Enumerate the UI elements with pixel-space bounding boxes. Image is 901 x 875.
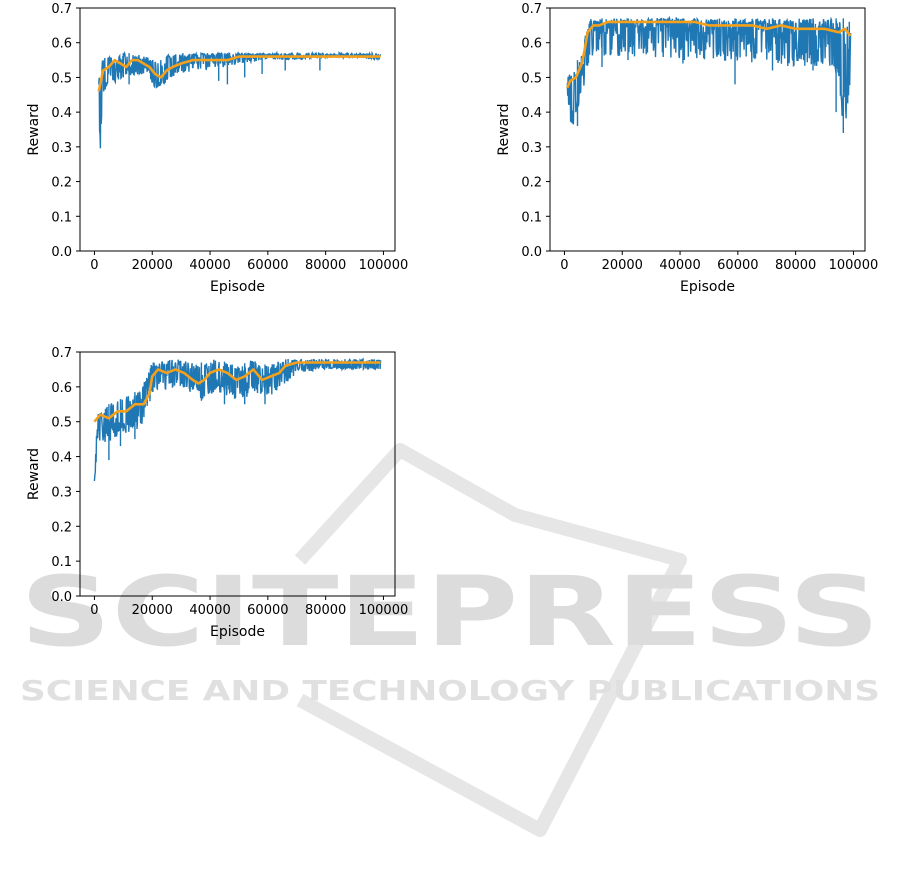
y-tick-label: 0.3 bbox=[51, 141, 72, 156]
y-tick-label: 0.0 bbox=[51, 245, 72, 260]
y-tick-label: 0.3 bbox=[521, 141, 542, 156]
raw-reward-line bbox=[93, 357, 382, 482]
y-tick-label: 0.5 bbox=[521, 71, 542, 86]
smoothed-reward-line bbox=[566, 20, 852, 89]
x-tick-label: 40000 bbox=[659, 258, 700, 273]
y-tick-label: 0.4 bbox=[51, 106, 72, 121]
y-tick-label: 0.0 bbox=[521, 245, 542, 260]
plot-frame bbox=[549, 7, 866, 252]
x-axis-label: Episode bbox=[210, 624, 265, 640]
watermark-logo-icon bbox=[294, 443, 687, 837]
smoothed-reward-line bbox=[97, 55, 381, 92]
x-tick-label: 40000 bbox=[189, 603, 230, 618]
y-tick-label: 0.4 bbox=[51, 451, 72, 466]
series-group bbox=[97, 50, 382, 149]
x-axis-label: Episode bbox=[680, 279, 735, 295]
y-axis-label: Reward bbox=[496, 103, 512, 155]
plot-frame bbox=[79, 7, 396, 252]
y-tick-label: 0.1 bbox=[521, 210, 542, 225]
series-group bbox=[566, 15, 852, 133]
y-axis-label: Reward bbox=[26, 103, 42, 155]
x-tick-label: 20000 bbox=[602, 258, 643, 273]
plot-frame bbox=[79, 351, 396, 597]
chart-bottom-left: 0 20000 40000 60000 80000 100000 0.0 0.1 0.2 0.3 0… bbox=[26, 346, 409, 640]
y-tick-label: 0.0 bbox=[51, 590, 72, 605]
x-axis-label: Episode bbox=[210, 279, 265, 295]
watermark-subtext: SCIENCE AND TECHNOLOGY PUBLICATIONS bbox=[20, 674, 880, 707]
chart-top-left: 0 20000 40000 60000 80000 100000 0.0 0.1 0.2 0.3 0… bbox=[26, 2, 409, 295]
y-tick-label: 0.2 bbox=[521, 176, 542, 191]
x-tick-label: 0 bbox=[560, 258, 568, 273]
x-tick-label: 60000 bbox=[247, 603, 288, 618]
x-tick-label: 80000 bbox=[305, 258, 346, 273]
y-tick-label: 0.7 bbox=[521, 2, 542, 17]
x-tick-label: 20000 bbox=[132, 603, 173, 618]
x-tick-label: 100000 bbox=[829, 258, 879, 273]
smoothed-reward-line bbox=[93, 361, 381, 423]
x-tick-label: 60000 bbox=[717, 258, 758, 273]
chart-top-right: 0 20000 40000 60000 80000 100000 0.0 0.1 0.2 0.3 0… bbox=[496, 2, 879, 295]
y-tick-label: 0.2 bbox=[51, 520, 72, 535]
x-tick-label: 40000 bbox=[189, 258, 230, 273]
x-tick-label: 0 bbox=[90, 603, 98, 618]
y-tick-label: 0.4 bbox=[521, 106, 542, 121]
x-tick-label: 60000 bbox=[247, 258, 288, 273]
y-tick-label: 0.7 bbox=[51, 2, 72, 17]
y-tick-label: 0.7 bbox=[51, 346, 72, 361]
y-tick-label: 0.2 bbox=[51, 176, 72, 191]
raw-reward-line bbox=[98, 50, 382, 149]
y-tick-label: 0.5 bbox=[51, 71, 72, 86]
y-tick-label: 0.6 bbox=[51, 37, 72, 52]
series-group bbox=[93, 357, 382, 482]
x-tick-label: 100000 bbox=[359, 258, 409, 273]
x-tick-label: 20000 bbox=[132, 258, 173, 273]
x-tick-label: 80000 bbox=[305, 603, 346, 618]
x-tick-label: 0 bbox=[90, 258, 98, 273]
y-axis-label: Reward bbox=[26, 448, 42, 500]
y-tick-label: 0.3 bbox=[51, 485, 72, 500]
y-tick-label: 0.1 bbox=[51, 210, 72, 225]
x-tick-label: 100000 bbox=[359, 603, 409, 618]
x-tick-label: 80000 bbox=[775, 258, 816, 273]
y-tick-label: 0.5 bbox=[51, 416, 72, 431]
y-tick-label: 0.1 bbox=[51, 555, 72, 570]
y-tick-label: 0.6 bbox=[521, 37, 542, 52]
watermark-text: SCITEPRESS bbox=[20, 556, 880, 668]
raw-reward-line bbox=[566, 15, 852, 133]
y-tick-label: 0.6 bbox=[51, 381, 72, 396]
